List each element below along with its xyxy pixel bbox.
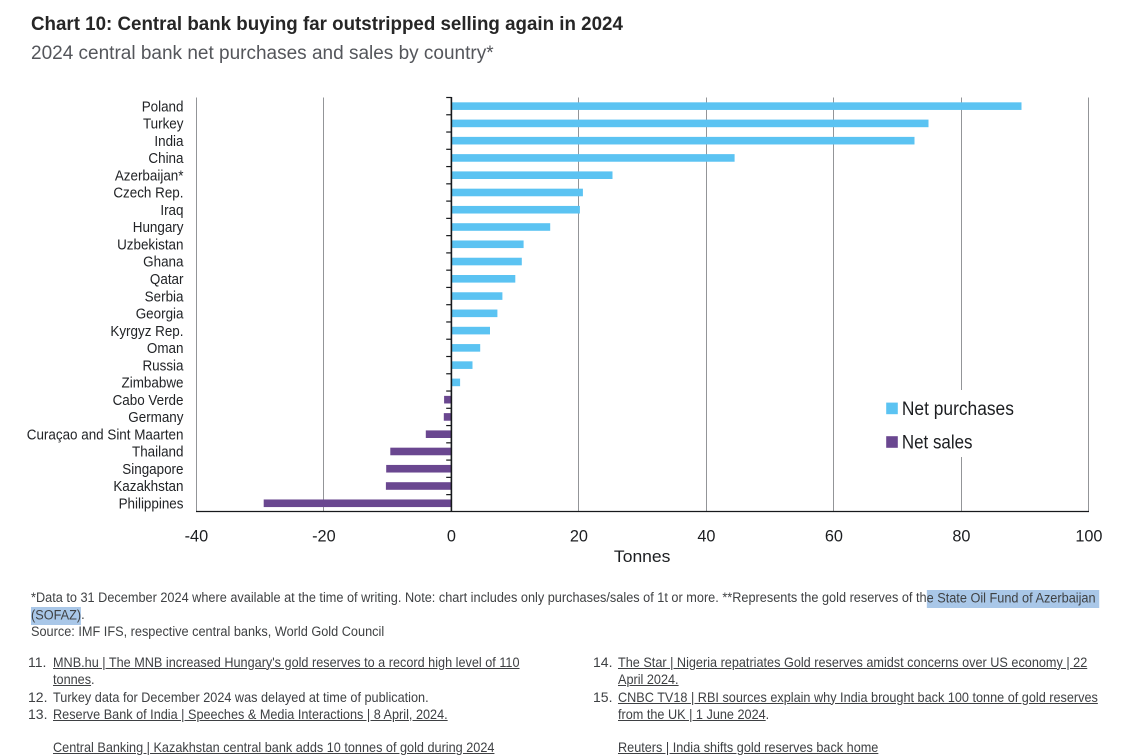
svg-text:Curaçao and Sint Maarten: Curaçao and Sint Maarten — [27, 426, 184, 442]
svg-text:Net sales: Net sales — [902, 432, 973, 453]
svg-text:Net purchases: Net purchases — [902, 399, 1014, 420]
svg-text:Ghana: Ghana — [143, 253, 184, 269]
svg-text:Czech Rep.: Czech Rep. — [113, 184, 183, 200]
svg-text:Russia: Russia — [142, 357, 183, 373]
svg-text:-20: -20 — [312, 528, 336, 546]
svg-text:100: 100 — [1075, 528, 1102, 546]
svg-text:Georgia: Georgia — [136, 305, 184, 321]
svg-text:Oman: Oman — [147, 340, 184, 356]
svg-text:Hungary: Hungary — [133, 219, 184, 235]
svg-text:80: 80 — [952, 528, 970, 546]
svg-text:Turkey: Turkey — [143, 115, 184, 131]
svg-text:Kyrgyz Rep.: Kyrgyz Rep. — [110, 322, 183, 338]
svg-text:Cabo Verde: Cabo Verde — [113, 391, 184, 407]
svg-text:Qatar: Qatar — [150, 271, 184, 287]
svg-text:Tonnes: Tonnes — [614, 548, 671, 566]
svg-text:0: 0 — [447, 528, 456, 546]
svg-text:Azerbaijan*: Azerbaijan* — [115, 167, 184, 183]
svg-text:Singapore: Singapore — [122, 461, 183, 477]
svg-text:Uzbekistan: Uzbekistan — [117, 236, 183, 252]
svg-text:Thailand: Thailand — [132, 443, 184, 459]
svg-text:Philippines: Philippines — [119, 495, 184, 511]
svg-text:Germany: Germany — [128, 409, 183, 425]
svg-text:Iraq: Iraq — [160, 202, 183, 218]
svg-text:60: 60 — [825, 528, 843, 546]
svg-text:Poland: Poland — [142, 98, 184, 114]
svg-text:Zimbabwe: Zimbabwe — [122, 374, 184, 390]
svg-text:Kazakhstan: Kazakhstan — [113, 478, 183, 494]
svg-text:40: 40 — [697, 528, 715, 546]
svg-text:India: India — [154, 132, 183, 148]
svg-text:-40: -40 — [185, 528, 209, 546]
svg-text:Serbia: Serbia — [145, 288, 184, 304]
svg-text:China: China — [148, 150, 183, 166]
svg-text:20: 20 — [570, 528, 588, 546]
